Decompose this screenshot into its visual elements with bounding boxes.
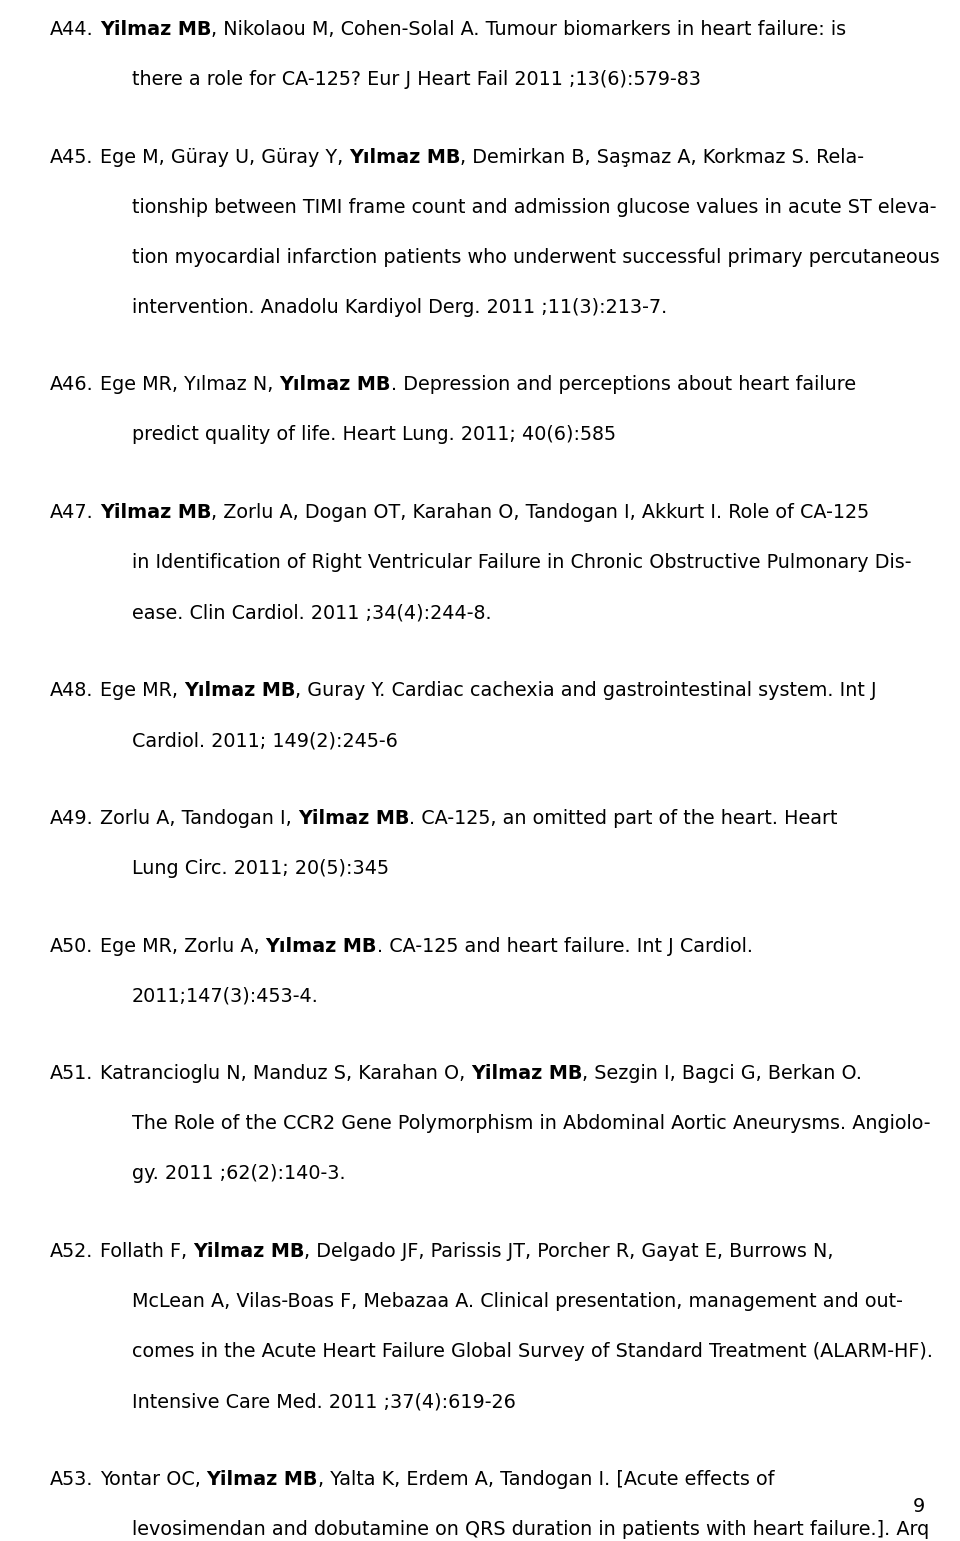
Text: A50.: A50. <box>50 937 93 955</box>
Text: Yilmaz MB: Yilmaz MB <box>100 20 211 39</box>
Text: Zorlu A, Tandogan I,: Zorlu A, Tandogan I, <box>100 809 298 828</box>
Text: Yilmaz MB: Yilmaz MB <box>193 1242 304 1261</box>
Text: Ege MR, Yılmaz N,: Ege MR, Yılmaz N, <box>100 376 279 394</box>
Text: Ege MR, Zorlu A,: Ege MR, Zorlu A, <box>100 937 265 955</box>
Text: Yılmaz MB: Yılmaz MB <box>279 376 391 394</box>
Text: Lung Circ. 2011; 20(5):345: Lung Circ. 2011; 20(5):345 <box>132 858 389 878</box>
Text: . CA-125 and heart failure. Int J Cardiol.: . CA-125 and heart failure. Int J Cardio… <box>376 937 753 955</box>
Text: . Depression and perceptions about heart failure: . Depression and perceptions about heart… <box>391 376 856 394</box>
Text: comes in the Acute Heart Failure Global Survey of Standard Treatment (ALARM-HF).: comes in the Acute Heart Failure Global … <box>132 1342 933 1361</box>
Text: Yilmaz MB: Yilmaz MB <box>100 504 211 522</box>
Text: Yılmaz MB: Yılmaz MB <box>265 937 376 955</box>
Text: , Delgado JF, Parissis JT, Porcher R, Gayat E, Burrows N,: , Delgado JF, Parissis JT, Porcher R, Ga… <box>304 1242 833 1261</box>
Text: A53.: A53. <box>50 1470 93 1489</box>
Text: A49.: A49. <box>50 809 94 828</box>
Text: A45.: A45. <box>50 148 93 166</box>
Text: tion myocardial infarction patients who underwent successful primary percutaneou: tion myocardial infarction patients who … <box>132 248 940 267</box>
Text: Ege M, Güray U, Güray Y,: Ege M, Güray U, Güray Y, <box>100 148 349 166</box>
Text: McLean A, Vilas-Boas F, Mebazaa A. Clinical presentation, management and out-: McLean A, Vilas-Boas F, Mebazaa A. Clini… <box>132 1291 902 1311</box>
Text: . CA-125, an omitted part of the heart. Heart: . CA-125, an omitted part of the heart. … <box>409 809 838 828</box>
Text: A44.: A44. <box>50 20 94 39</box>
Text: A46.: A46. <box>50 376 94 394</box>
Text: Follath F,: Follath F, <box>100 1242 193 1261</box>
Text: Cardiol. 2011; 149(2):245-6: Cardiol. 2011; 149(2):245-6 <box>132 730 397 750</box>
Text: A51.: A51. <box>50 1065 93 1083</box>
Text: Katrancioglu N, Manduz S, Karahan O,: Katrancioglu N, Manduz S, Karahan O, <box>100 1065 470 1083</box>
Text: gy. 2011 ;62(2):140-3.: gy. 2011 ;62(2):140-3. <box>132 1165 346 1183</box>
Text: A48.: A48. <box>50 681 93 700</box>
Text: A52.: A52. <box>50 1242 93 1261</box>
Text: Yontar OC,: Yontar OC, <box>100 1470 206 1489</box>
Text: 2011;147(3):453-4.: 2011;147(3):453-4. <box>132 986 319 1006</box>
Text: , Yalta K, Erdem A, Tandogan I. [Acute effects of: , Yalta K, Erdem A, Tandogan I. [Acute e… <box>318 1470 775 1489</box>
Text: in Identification of Right Ventricular Failure in Chronic Obstructive Pulmonary : in Identification of Right Ventricular F… <box>132 553 911 572</box>
Text: , Sezgin I, Bagci G, Berkan O.: , Sezgin I, Bagci G, Berkan O. <box>583 1065 862 1083</box>
Text: Intensive Care Med. 2011 ;37(4):619-26: Intensive Care Med. 2011 ;37(4):619-26 <box>132 1392 516 1412</box>
Text: A47.: A47. <box>50 504 94 522</box>
Text: Yilmaz MB: Yilmaz MB <box>298 809 409 828</box>
Text: ease. Clin Cardiol. 2011 ;34(4):244-8.: ease. Clin Cardiol. 2011 ;34(4):244-8. <box>132 603 492 623</box>
Text: , Zorlu A, Dogan OT, Karahan O, Tandogan I, Akkurt I. Role of CA-125: , Zorlu A, Dogan OT, Karahan O, Tandogan… <box>211 504 870 522</box>
Text: Yilmaz MB: Yilmaz MB <box>470 1065 583 1083</box>
Text: , Demirkan B, Saşmaz A, Korkmaz S. Rela-: , Demirkan B, Saşmaz A, Korkmaz S. Rela- <box>461 148 865 166</box>
Text: The Role of the CCR2 Gene Polymorphism in Abdominal Aortic Aneurysms. Angiolo-: The Role of the CCR2 Gene Polymorphism i… <box>132 1114 930 1133</box>
Text: tionship between TIMI frame count and admission glucose values in acute ST eleva: tionship between TIMI frame count and ad… <box>132 197 936 217</box>
Text: there a role for CA-125? Eur J Heart Fail 2011 ;13(6):579-83: there a role for CA-125? Eur J Heart Fai… <box>132 69 701 89</box>
Text: Yılmaz MB: Yılmaz MB <box>183 681 296 700</box>
Text: Ege MR,: Ege MR, <box>100 681 183 700</box>
Text: , Nikolaou M, Cohen-Solal A. Tumour biomarkers in heart failure: is: , Nikolaou M, Cohen-Solal A. Tumour biom… <box>211 20 847 39</box>
Text: , Guray Y. Cardiac cachexia and gastrointestinal system. Int J: , Guray Y. Cardiac cachexia and gastroin… <box>296 681 876 700</box>
Text: Yılmaz MB: Yılmaz MB <box>349 148 461 166</box>
Text: 9: 9 <box>913 1496 925 1516</box>
Text: predict quality of life. Heart Lung. 2011; 40(6):585: predict quality of life. Heart Lung. 201… <box>132 425 616 444</box>
Text: Yilmaz MB: Yilmaz MB <box>206 1470 318 1489</box>
Text: intervention. Anadolu Kardiyol Derg. 2011 ;11(3):213-7.: intervention. Anadolu Kardiyol Derg. 201… <box>132 297 667 316</box>
Text: levosimendan and dobutamine on QRS duration in patients with heart failure.]. Ar: levosimendan and dobutamine on QRS durat… <box>132 1519 929 1539</box>
